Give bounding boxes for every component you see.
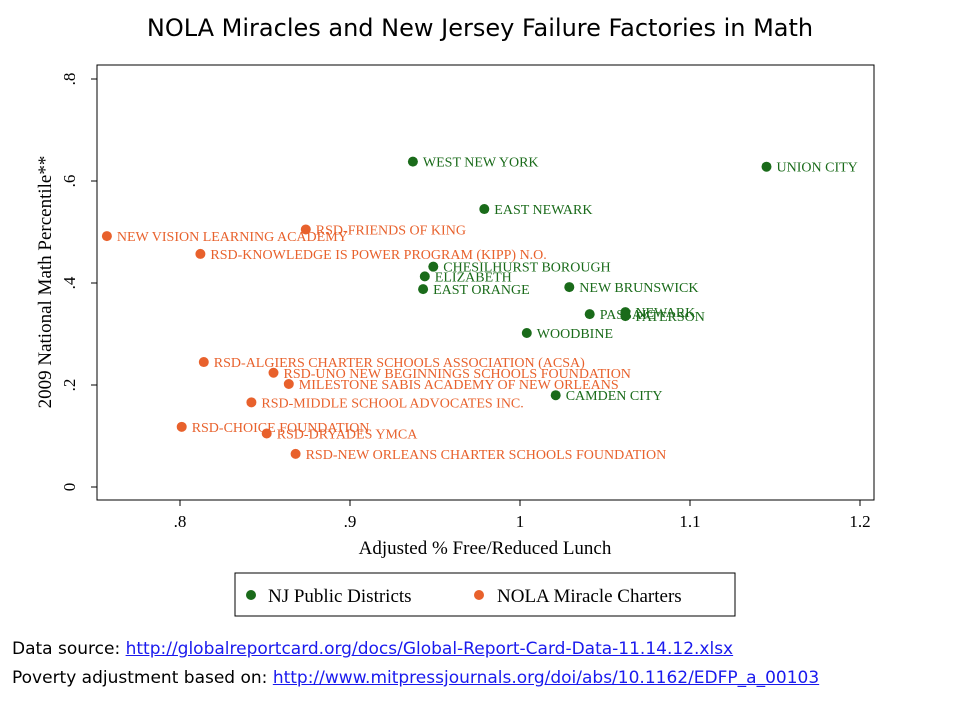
legend-label-nj: NJ Public Districts bbox=[268, 586, 412, 607]
x-tick-label: 1.1 bbox=[679, 512, 700, 531]
point-label: NEW VISION LEARNING ACADEMY bbox=[117, 230, 348, 245]
poverty-adjustment-line: Poverty adjustment based on: http://www.… bbox=[12, 668, 819, 688]
point-label: ELIZABETH bbox=[435, 270, 512, 285]
x-tick-label: 1.2 bbox=[849, 512, 870, 531]
data-point bbox=[268, 367, 279, 378]
data-point bbox=[419, 271, 430, 282]
y-tick-label: .2 bbox=[60, 379, 79, 392]
data-point bbox=[428, 261, 439, 272]
chart-title: NOLA Miracles and New Jersey Failure Fac… bbox=[146, 14, 814, 42]
data-point bbox=[564, 282, 575, 293]
point-label: PATERSON bbox=[635, 310, 705, 325]
point-label: WOODBINE bbox=[537, 327, 613, 342]
x-tick-label: .9 bbox=[344, 512, 357, 531]
x-tick-label: .8 bbox=[174, 512, 187, 531]
point-label: WEST NEW YORK bbox=[423, 156, 539, 171]
point-label: RSD-CHOICE FOUNDATION bbox=[192, 421, 370, 436]
data-point bbox=[407, 156, 418, 167]
point-label: PASSAIC bbox=[600, 308, 656, 323]
data-point bbox=[550, 390, 561, 401]
point-label: RSD-KNOWLEDGE IS POWER PROGRAM (KIPP) N.… bbox=[210, 248, 546, 263]
point-label: RSD-UNO NEW BEGINNINGS SCHOOLS FOUNDATIO… bbox=[284, 367, 631, 382]
data-point bbox=[101, 231, 112, 242]
data-point bbox=[584, 309, 595, 320]
x-axis-title: Adjusted % Free/Reduced Lunch bbox=[359, 538, 612, 559]
point-label: CHESILHURST BOROUGH bbox=[443, 261, 610, 276]
data-point bbox=[246, 397, 257, 408]
legend: NJ Public Districts NOLA Miracle Charter… bbox=[234, 572, 736, 617]
y-tick-label: .4 bbox=[60, 276, 79, 289]
data-point bbox=[620, 311, 631, 322]
data-point bbox=[195, 248, 206, 259]
data-point bbox=[290, 448, 301, 459]
poverty-adjustment-prefix: Poverty adjustment based on: bbox=[12, 668, 273, 688]
plot-frame bbox=[96, 64, 875, 501]
data-point bbox=[176, 421, 187, 432]
data-source-line: Data source: http://globalreportcard.org… bbox=[12, 639, 733, 659]
data-point bbox=[418, 284, 429, 295]
legend-box bbox=[234, 572, 736, 617]
legend-marker-nj bbox=[246, 590, 256, 600]
poverty-adjustment-link[interactable]: http://www.mitpressjournals.org/doi/abs/… bbox=[272, 668, 820, 688]
point-label: RSD-DRYADES YMCA bbox=[277, 427, 419, 442]
point-label: UNION CITY bbox=[777, 161, 858, 176]
point-label: RSD-FRIENDS OF KING bbox=[316, 223, 466, 238]
data-source-link[interactable]: http://globalreportcard.org/docs/Global-… bbox=[125, 639, 734, 659]
point-label: NEWARK bbox=[635, 306, 695, 321]
data-point bbox=[198, 357, 209, 368]
data-point bbox=[521, 327, 532, 338]
data-point bbox=[761, 161, 772, 172]
y-tick-label: .6 bbox=[60, 175, 79, 188]
scatter-plot: .8 .9 1 1.1 1.2 0 .2 .4 .6 .8 WEST NEW YORK UNION … bbox=[35, 64, 875, 617]
point-label: RSD-NEW ORLEANS CHARTER SCHOOLS FOUNDATI… bbox=[306, 448, 667, 463]
data-point bbox=[283, 378, 294, 389]
y-tick-label: 0 bbox=[60, 483, 79, 492]
data-point bbox=[479, 204, 490, 215]
point-label: MILESTONE SABIS ACADEMY OF NEW ORLEANS bbox=[299, 378, 619, 393]
point-label: RSD-ALGIERS CHARTER SCHOOLS ASSOCIATION … bbox=[214, 356, 585, 371]
point-label: EAST NEWARK bbox=[494, 203, 592, 218]
point-label: CAMDEN CITY bbox=[566, 389, 663, 404]
point-label: RSD-MIDDLE SCHOOL ADVOCATES INC. bbox=[261, 396, 523, 411]
legend-marker-nola bbox=[474, 590, 484, 600]
legend-label-nola: NOLA Miracle Charters bbox=[497, 586, 682, 607]
x-tick-label: 1 bbox=[516, 512, 525, 531]
point-label: NEW BRUNSWICK bbox=[579, 281, 698, 296]
y-axis-title: 2009 National Math Percentile** bbox=[35, 156, 56, 409]
point-label: EAST ORANGE bbox=[433, 283, 530, 298]
y-tick-label: .8 bbox=[60, 73, 79, 86]
data-point bbox=[261, 428, 272, 439]
data-point bbox=[300, 224, 311, 235]
data-source-prefix: Data source: bbox=[12, 639, 126, 659]
